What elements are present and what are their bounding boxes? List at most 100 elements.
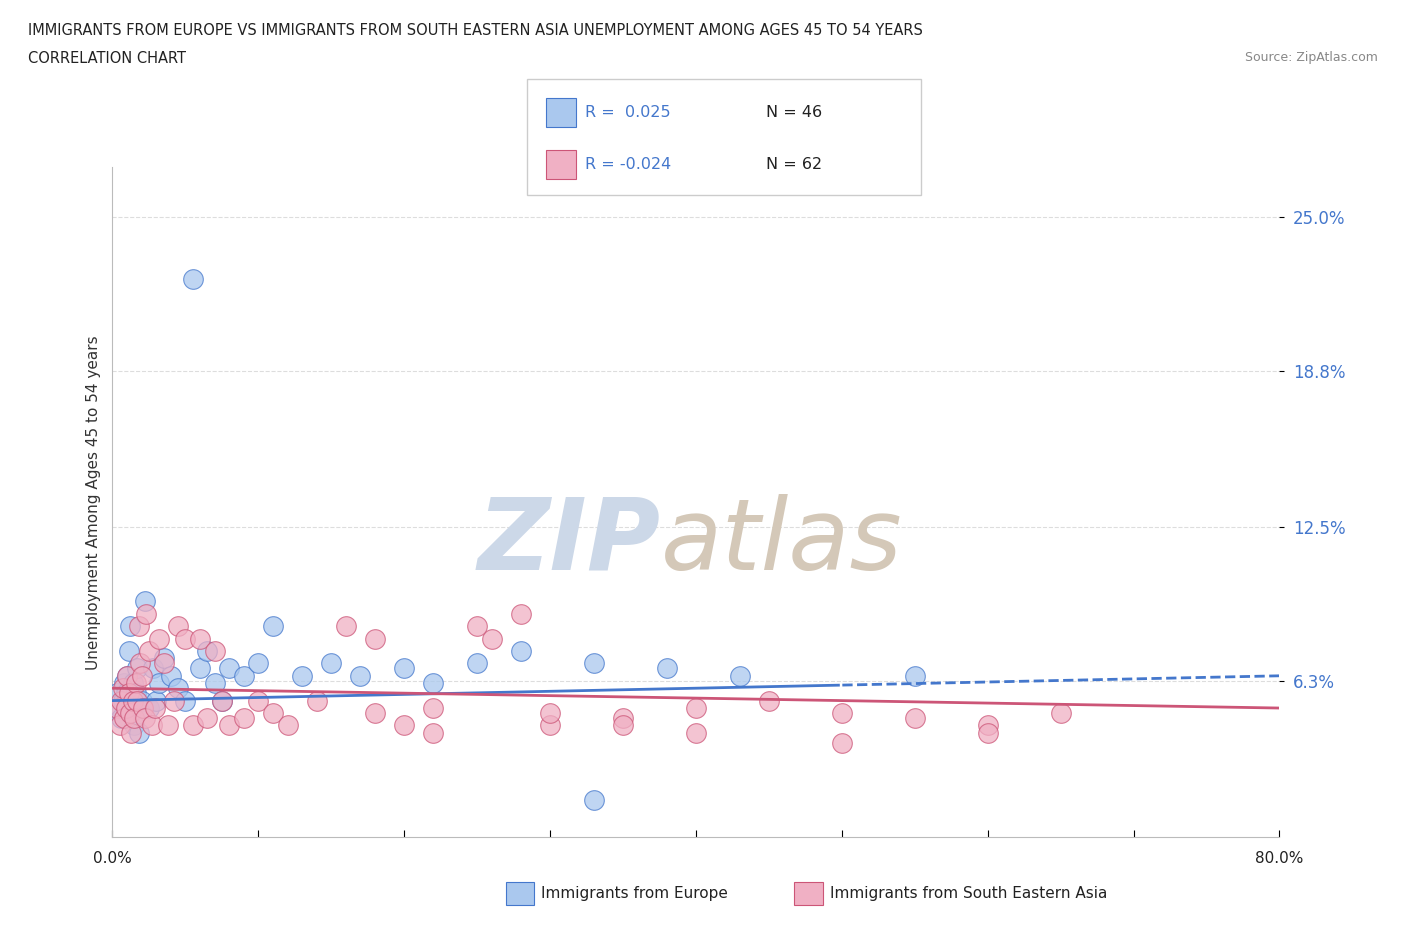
Point xyxy=(167,681,190,696)
Point xyxy=(114,685,136,700)
Point xyxy=(321,656,343,671)
Point xyxy=(364,631,387,646)
Point xyxy=(134,594,156,609)
Point xyxy=(232,669,254,684)
Point xyxy=(118,618,141,633)
Point xyxy=(188,631,211,646)
Point xyxy=(160,669,183,684)
Point xyxy=(142,661,165,676)
Point xyxy=(612,718,634,733)
Point xyxy=(465,618,488,633)
Point xyxy=(110,693,132,708)
Point xyxy=(127,661,149,676)
Point xyxy=(655,661,678,676)
Point xyxy=(167,618,190,633)
Point xyxy=(422,676,444,691)
Point xyxy=(204,676,226,691)
Point xyxy=(188,661,211,676)
Point xyxy=(612,711,634,725)
Text: Immigrants from South Eastern Asia: Immigrants from South Eastern Asia xyxy=(830,886,1107,901)
Point xyxy=(904,669,927,684)
Point xyxy=(582,792,605,807)
Point xyxy=(465,656,488,671)
Point xyxy=(108,700,131,715)
Point xyxy=(131,693,153,708)
Point xyxy=(127,693,149,708)
Point xyxy=(128,618,150,633)
Point xyxy=(138,644,160,658)
Point xyxy=(134,711,156,725)
Point xyxy=(262,618,284,633)
Point xyxy=(509,644,531,658)
Point xyxy=(152,656,174,671)
Point xyxy=(422,700,444,715)
Point xyxy=(904,711,927,725)
Point xyxy=(129,656,152,671)
Point xyxy=(181,718,204,733)
Point xyxy=(728,669,751,684)
Point xyxy=(1049,706,1071,721)
Point xyxy=(758,693,780,708)
Point xyxy=(174,631,197,646)
Text: N = 62: N = 62 xyxy=(766,157,823,172)
Point xyxy=(131,669,153,684)
Point xyxy=(117,685,139,700)
Point xyxy=(111,681,134,696)
Point xyxy=(120,725,142,740)
Point xyxy=(831,706,853,721)
Point xyxy=(509,606,531,621)
Point xyxy=(111,693,134,708)
Point xyxy=(125,685,148,700)
Point xyxy=(195,644,218,658)
Point xyxy=(392,661,416,676)
Point xyxy=(831,736,853,751)
Point xyxy=(145,693,167,708)
Text: ZIP: ZIP xyxy=(478,494,661,591)
Point xyxy=(538,706,561,721)
Point xyxy=(422,725,444,740)
Point xyxy=(247,693,270,708)
Point xyxy=(141,718,163,733)
Point xyxy=(392,718,416,733)
Point xyxy=(138,700,160,715)
Point xyxy=(262,706,284,721)
Point xyxy=(122,693,145,708)
Point xyxy=(124,711,146,725)
Point xyxy=(685,700,707,715)
Point xyxy=(105,685,128,700)
Point xyxy=(156,718,179,733)
Text: IMMIGRANTS FROM EUROPE VS IMMIGRANTS FROM SOUTH EASTERN ASIA UNEMPLOYMENT AMONG : IMMIGRANTS FROM EUROPE VS IMMIGRANTS FRO… xyxy=(28,23,922,38)
Point xyxy=(118,706,141,721)
Point xyxy=(115,669,138,684)
Point xyxy=(976,725,998,740)
Point xyxy=(143,700,166,715)
Point xyxy=(163,693,186,708)
Text: atlas: atlas xyxy=(661,494,903,591)
Point xyxy=(132,700,155,715)
Point xyxy=(211,693,233,708)
Point xyxy=(174,693,197,708)
Point xyxy=(232,711,254,725)
Point xyxy=(204,644,226,658)
Point xyxy=(128,725,150,740)
Text: R =  0.025: R = 0.025 xyxy=(585,105,671,120)
Point xyxy=(582,656,605,671)
Point xyxy=(125,676,148,691)
Point xyxy=(112,711,135,725)
Point xyxy=(112,676,135,691)
Text: R = -0.024: R = -0.024 xyxy=(585,157,671,172)
Point xyxy=(291,669,314,684)
Point xyxy=(305,693,328,708)
Point xyxy=(181,272,204,286)
Point xyxy=(481,631,503,646)
Point xyxy=(148,676,170,691)
Point xyxy=(110,711,132,725)
Point xyxy=(976,718,998,733)
Text: Immigrants from Europe: Immigrants from Europe xyxy=(541,886,728,901)
Point xyxy=(685,725,707,740)
Point xyxy=(135,606,157,621)
Text: N = 46: N = 46 xyxy=(766,105,823,120)
Point xyxy=(195,711,218,725)
Point xyxy=(364,706,387,721)
Point xyxy=(538,718,561,733)
